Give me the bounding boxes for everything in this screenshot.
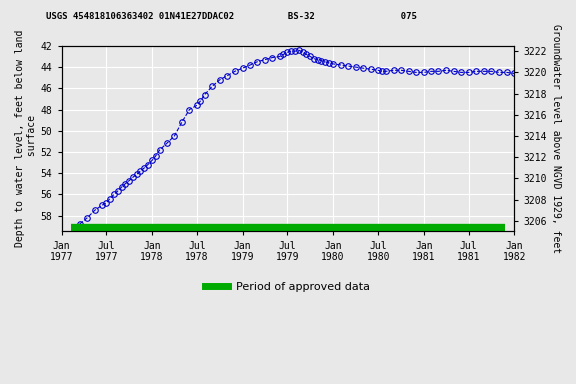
- Legend: Period of approved data: Period of approved data: [201, 278, 375, 296]
- Y-axis label: Depth to water level, feet below land
 surface: Depth to water level, feet below land su…: [15, 30, 37, 247]
- Y-axis label: Groundwater level above NGVD 1929, feet: Groundwater level above NGVD 1929, feet: [551, 24, 561, 253]
- Text: USGS 454818106363402 01N41E27DDAC02          BS-32                075: USGS 454818106363402 01N41E27DDAC02 BS-3…: [46, 12, 417, 20]
